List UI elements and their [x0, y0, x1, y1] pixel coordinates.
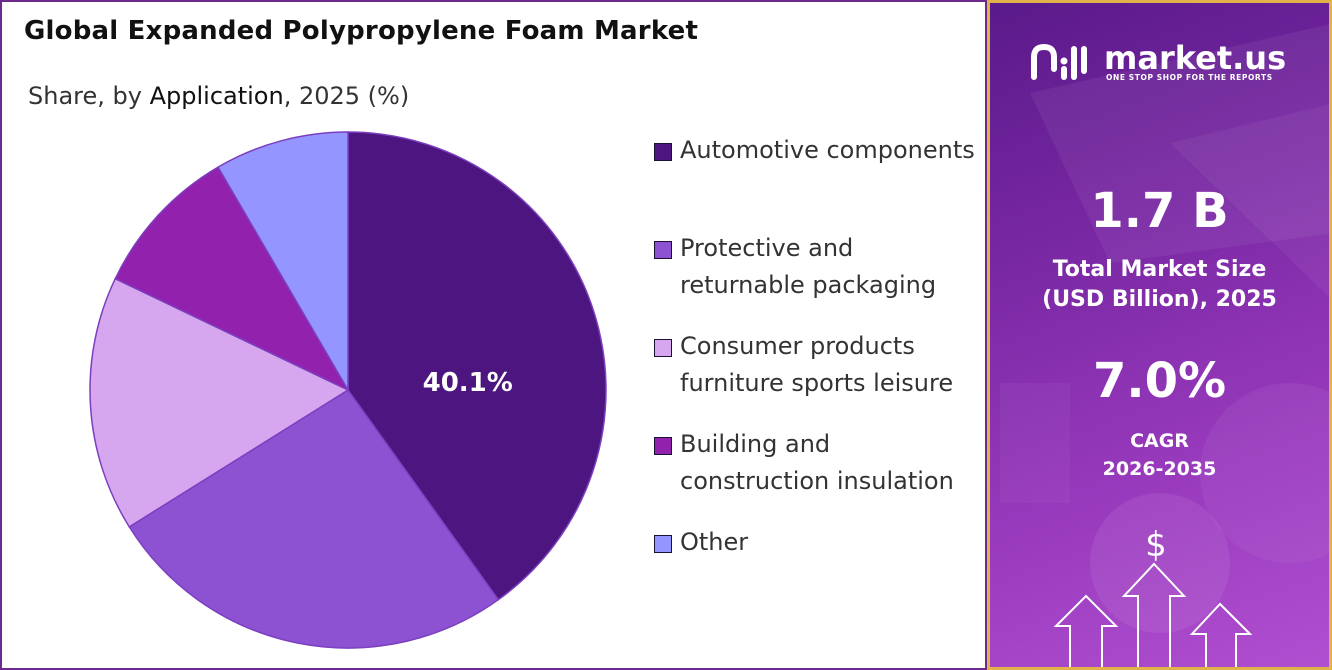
pie-slice	[89, 277, 350, 528]
summary-panel: market.us ONE STOP SHOP FOR THE REPORTS …	[987, 0, 1332, 670]
legend-item-building: Building and construction insulation	[654, 426, 974, 524]
brand-tagline: ONE STOP SHOP FOR THE REPORTS	[1106, 73, 1273, 82]
legend-item-automotive: Automotive components	[654, 132, 975, 230]
legend-label: Automotive components	[680, 136, 975, 164]
legend-swatch	[654, 437, 672, 455]
market-size-caption: Total Market Size (USD Billion), 2025	[990, 255, 1329, 315]
legend-swatch	[654, 143, 672, 161]
pie-slice	[128, 388, 500, 649]
legend-label: Other	[680, 528, 749, 556]
pie-chart: 40.1%	[82, 124, 614, 656]
legend-item-consumer: Consumer products furniture sports leisu…	[654, 328, 974, 426]
chart-legend: Automotive components Protective and ret…	[654, 132, 975, 622]
pie-slice	[217, 131, 349, 393]
legend-swatch	[654, 535, 672, 553]
market-size-value: 1.7 B	[1090, 183, 1229, 239]
legend-item-other: Other	[654, 524, 974, 622]
pie-chart-svg: 40.1%	[89, 131, 607, 649]
cagr-value: 7.0%	[1092, 353, 1227, 409]
dollar-icon: $	[1145, 525, 1167, 565]
brand-logo: market.us ONE STOP SHOP FOR THE REPORTS	[1030, 39, 1310, 89]
growth-arrows-icon: $	[1053, 525, 1253, 667]
chart-panel: Global Expanded Polypropylene Foam Marke…	[0, 0, 987, 670]
market-size-caption-line2: (USD Billion), 2025	[1042, 287, 1277, 312]
chart-subtitle: Share, by Application, 2025 (%)	[28, 82, 409, 110]
cagr-caption-line2: 2026-2035	[1102, 458, 1217, 480]
legend-label: Consumer products furniture sports leisu…	[680, 332, 954, 397]
cagr-caption-line1: CAGR	[1130, 430, 1189, 452]
subtitle-emphasis: Application	[149, 82, 284, 110]
brand-name: market.us	[1104, 39, 1287, 77]
background-decoration	[1000, 24, 1329, 633]
legend-swatch	[654, 339, 672, 357]
subtitle-prefix: Share, by	[28, 82, 150, 110]
pie-data-label: 40.1%	[423, 368, 513, 398]
cagr-caption: CAGR 2026-2035	[990, 427, 1329, 483]
legend-item-packaging: Protective and returnable packaging	[654, 230, 974, 328]
legend-label: Protective and returnable packaging	[680, 234, 937, 299]
chart-title: Global Expanded Polypropylene Foam Marke…	[24, 16, 699, 46]
market-size-caption-line1: Total Market Size	[1052, 257, 1267, 282]
subtitle-suffix: , 2025 (%)	[283, 82, 410, 110]
pie-slice	[347, 131, 607, 601]
legend-swatch	[654, 241, 672, 259]
market-us-logo-icon	[1031, 43, 1087, 80]
pie-slice	[114, 166, 350, 392]
legend-label: Building and construction insulation	[680, 430, 954, 495]
